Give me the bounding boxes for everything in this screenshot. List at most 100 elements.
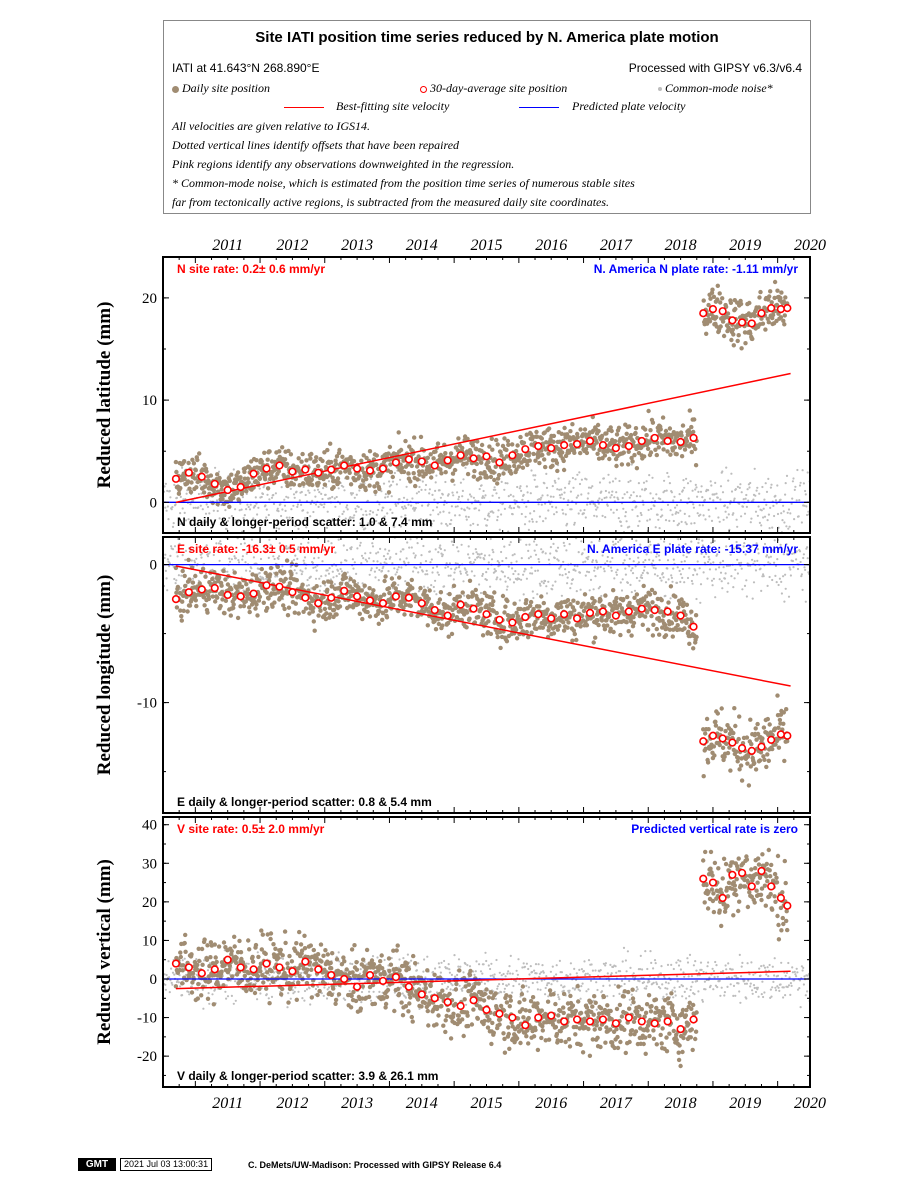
daily-point xyxy=(540,452,545,458)
daily-point xyxy=(495,481,500,486)
daily-point xyxy=(521,440,527,445)
common-mode-point xyxy=(679,573,683,576)
common-mode-point xyxy=(318,589,321,592)
common-mode-point xyxy=(617,517,620,520)
common-mode-point xyxy=(662,576,665,579)
common-mode-point xyxy=(763,542,767,546)
common-mode-point xyxy=(678,493,681,496)
common-mode-point xyxy=(697,538,701,541)
common-mode-point xyxy=(273,557,276,561)
common-mode-point xyxy=(667,578,670,581)
daily-point xyxy=(711,744,717,749)
common-mode-point xyxy=(644,559,647,562)
x-tick-label: 2017 xyxy=(600,237,633,254)
common-mode-point xyxy=(717,516,720,519)
daily-point xyxy=(235,615,241,621)
common-mode-point xyxy=(483,496,486,499)
common-mode-point xyxy=(420,488,423,491)
common-mode-point xyxy=(741,505,745,508)
legend-common-mode-label: Common-mode noise* xyxy=(665,81,773,95)
daily-point xyxy=(243,599,248,604)
common-mode-point xyxy=(467,553,470,556)
daily-point xyxy=(748,764,753,769)
daily-point xyxy=(367,449,373,454)
common-mode-point xyxy=(501,571,505,574)
daily-point xyxy=(484,603,489,608)
common-mode-point xyxy=(678,569,681,573)
daily-point xyxy=(728,768,733,773)
common-mode-point xyxy=(365,513,368,517)
common-mode-point xyxy=(169,979,172,982)
common-mode-point xyxy=(512,506,516,510)
daily-point xyxy=(231,495,236,501)
common-mode-point xyxy=(447,574,450,577)
common-mode-point xyxy=(452,494,455,497)
common-mode-point xyxy=(424,560,428,563)
daily-point xyxy=(650,420,656,425)
common-mode-point xyxy=(753,560,756,563)
common-mode-point xyxy=(506,585,509,588)
common-mode-point xyxy=(579,509,582,512)
daily-point xyxy=(238,604,243,609)
common-mode-point xyxy=(388,480,391,483)
common-mode-point xyxy=(353,496,356,499)
common-mode-point xyxy=(609,566,613,569)
daily-point xyxy=(359,588,364,593)
average-point xyxy=(708,305,718,314)
common-mode-point xyxy=(320,503,323,506)
common-mode-point xyxy=(631,572,635,575)
common-mode-point xyxy=(697,490,700,493)
common-mode-point xyxy=(342,485,345,488)
daily-point xyxy=(471,474,477,479)
common-mode-point xyxy=(163,973,166,976)
common-mode-point xyxy=(185,492,188,495)
processing-info: Processed with GIPSY v6.3/v6.4 xyxy=(628,61,802,75)
common-mode-point xyxy=(432,566,435,570)
common-mode-point xyxy=(369,509,372,513)
common-mode-point xyxy=(425,518,428,521)
common-mode-point xyxy=(196,988,199,991)
common-mode-point xyxy=(802,482,806,485)
common-mode-point xyxy=(596,506,599,509)
daily-point xyxy=(593,635,598,640)
common-mode-point xyxy=(249,503,252,506)
common-mode-point xyxy=(557,477,560,480)
common-mode-point xyxy=(758,492,761,495)
daily-point xyxy=(264,471,269,477)
common-mode-point xyxy=(335,523,338,526)
common-mode-point xyxy=(355,510,358,513)
common-mode-point xyxy=(329,497,332,500)
common-mode-point xyxy=(795,499,798,502)
common-mode-point xyxy=(803,566,806,569)
common-mode-point xyxy=(379,547,382,551)
common-mode-point xyxy=(793,488,796,491)
common-mode-point xyxy=(451,491,454,494)
common-mode-point xyxy=(721,587,724,590)
daily-point xyxy=(514,467,519,472)
daily-point xyxy=(454,598,459,603)
daily-point xyxy=(430,469,435,474)
common-mode-point xyxy=(806,513,809,517)
daily-point xyxy=(551,631,557,636)
common-mode-point xyxy=(628,496,631,499)
common-mode-point xyxy=(164,988,167,991)
common-mode-point xyxy=(335,575,338,578)
common-mode-point xyxy=(622,545,626,549)
daily-point xyxy=(513,627,519,633)
common-mode-point xyxy=(544,579,547,583)
common-mode-point xyxy=(642,503,645,506)
common-mode-point xyxy=(611,540,615,543)
daily-point xyxy=(782,758,787,764)
common-mode-point xyxy=(190,985,193,988)
common-mode-point xyxy=(481,574,484,578)
daily-point xyxy=(256,598,262,603)
common-mode-point xyxy=(513,499,516,502)
common-mode-point xyxy=(389,508,392,511)
common-mode-point xyxy=(620,537,623,540)
average-point xyxy=(275,582,284,591)
average-point xyxy=(210,583,219,593)
daily-point xyxy=(365,609,370,615)
daily-point xyxy=(191,461,197,466)
common-mode-point xyxy=(171,983,174,986)
daily-point xyxy=(667,627,673,632)
